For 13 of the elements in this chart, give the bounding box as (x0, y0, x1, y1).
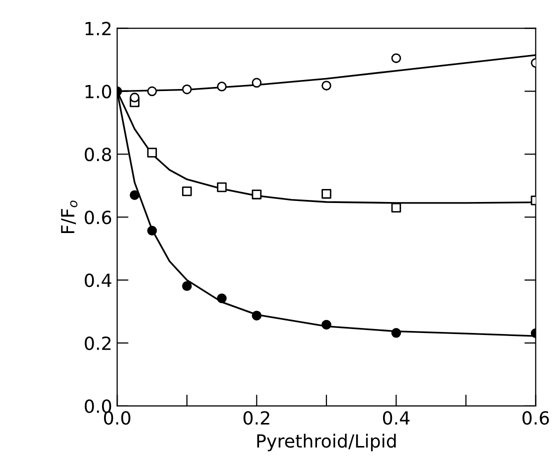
y-tick-label: 0.8 (84, 148, 112, 162)
x-tick-label: 0.4 (383, 411, 410, 425)
x-tick-label: 0.2 (244, 411, 270, 425)
y-tick-label: 0.0 (84, 399, 112, 414)
y-tick-label: 1.2 (86, 22, 111, 36)
y-tick-label: 0.6 (84, 210, 112, 224)
x-axis-title: Pyrethroid/Lipid (257, 434, 396, 452)
y-tick-label: 0.2 (84, 336, 111, 350)
x-tick-label: 0.6 (522, 411, 549, 425)
x-tick-label: 0.0 (104, 411, 130, 425)
y-tick-label: 0.4 (84, 274, 112, 288)
y-axis-title: F/F$_{o}$ (61, 200, 78, 234)
y-tick-label: 1.0 (86, 84, 112, 98)
